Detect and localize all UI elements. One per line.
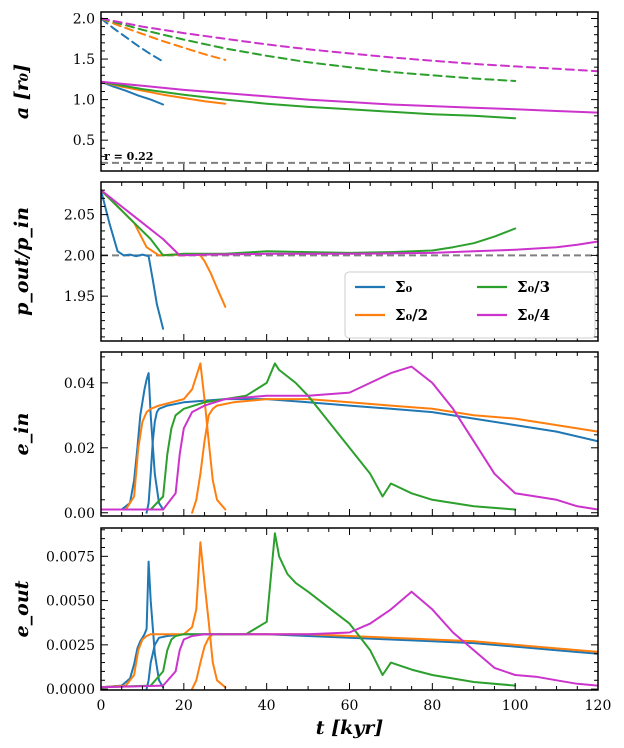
x-tick-label: 20	[175, 698, 193, 714]
y-tick-label: 0.5	[73, 133, 95, 149]
legend: Σ₀ Σ₀/3 Σ₀/2 Σ₀/4	[344, 271, 596, 339]
series-s4-3	[101, 189, 598, 257]
x-tick-label: 120	[585, 698, 612, 714]
y-axis-label-period_ratio: p_out/p_in	[11, 207, 33, 316]
y-tick-label: 0.0075	[46, 549, 95, 565]
y-tick-label: 0.02	[64, 441, 95, 457]
y-tick-label: 1.0	[73, 93, 95, 109]
y-axis-label-e_in: e_in	[11, 413, 33, 456]
series-s4-inner-7	[101, 80, 598, 114]
x-tick-label: 60	[341, 698, 359, 714]
series-s0-0	[101, 372, 165, 511]
reference-annotation: r = 0.22	[104, 150, 153, 163]
axes-frame	[100, 11, 599, 172]
x-tick-label: 100	[502, 698, 529, 714]
series-s2-outer-1	[101, 17, 227, 61]
series-s2-3	[191, 398, 598, 514]
y-tick-label: 0.04	[64, 376, 95, 392]
x-tick-label: 80	[423, 698, 441, 714]
panel-e_out: 0.0000 0.0025 0.0050 0.0075 e_out 0 20 40 60 80 10…	[11, 527, 612, 739]
legend-box	[344, 271, 596, 339]
series-s4-outer-3	[101, 17, 598, 73]
y-tick-label: 2.00	[64, 248, 95, 264]
y-tick-label: 1.95	[64, 289, 95, 305]
series-s3-2	[101, 189, 517, 257]
y-axis-label-a: a [r₀]	[11, 64, 33, 119]
x-tick-label: 0	[97, 698, 106, 714]
series-s0-outer-0	[101, 17, 165, 63]
y-tick-label: 1.5	[73, 52, 95, 68]
x-tick-label: 40	[258, 698, 276, 714]
legend-label-s4: Σ₀/4	[517, 306, 550, 324]
series-s3-4	[101, 532, 517, 689]
legend-label-s0: Σ₀	[395, 278, 413, 296]
panel-period_ratio: 1.95 2.00 2.05 p_out/p_in	[11, 181, 599, 342]
y-tick-label: 2.05	[64, 208, 95, 224]
x-axis-label: t [kyr]	[316, 717, 384, 739]
panel-e_in: 0.00 0.02 0.04 e_in	[11, 351, 599, 522]
y-tick-label: 0.0000	[46, 682, 95, 698]
series-s3-inner-6	[101, 80, 517, 120]
series-s4-5	[101, 590, 598, 689]
panel-a: r = 0.22 0.5 1.0 1.5 2.0 a [r₀]	[11, 11, 599, 172]
axes-frame	[100, 527, 599, 691]
series-s0-0	[101, 189, 165, 330]
y-tick-label: 0.00	[64, 506, 95, 522]
y-tick-label: 2.0	[73, 11, 95, 27]
series-s2-2	[101, 541, 227, 689]
series-s2-2	[101, 362, 227, 511]
y-tick-label: 0.0025	[46, 638, 95, 654]
legend-label-s2: Σ₀/2	[395, 306, 428, 324]
series-s3-outer-2	[101, 17, 517, 82]
series-s0-1	[145, 633, 598, 690]
y-tick-label: 0.0050	[46, 594, 95, 610]
series-s3-4	[101, 362, 517, 511]
series-s2-inner-5	[101, 80, 227, 105]
legend-label-s3: Σ₀/3	[517, 278, 550, 296]
series-s2-3	[191, 633, 598, 690]
series-s0-inner-4	[101, 80, 165, 106]
y-axis-label-e_out: e_out	[11, 580, 33, 637]
series-s4-5	[101, 365, 598, 511]
series-s0-0	[101, 560, 165, 689]
